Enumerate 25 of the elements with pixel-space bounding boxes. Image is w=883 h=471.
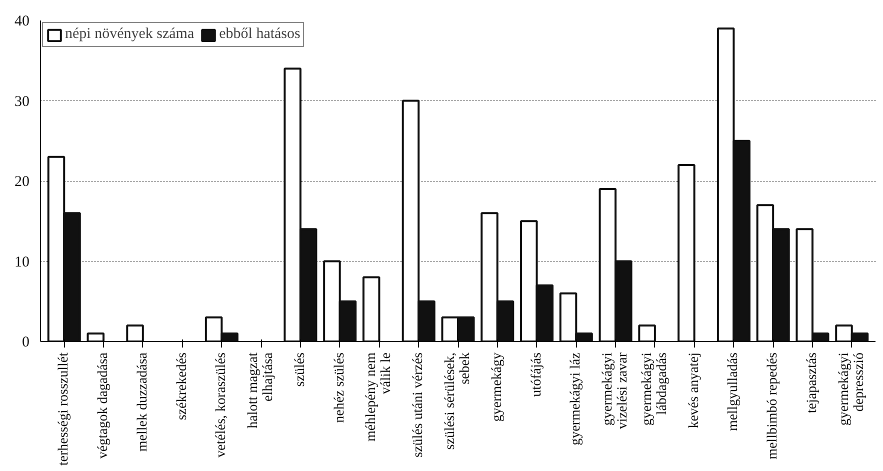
x-tick-label: utófájás	[529, 352, 544, 397]
y-tick-label: 0	[22, 334, 30, 350]
x-tick-label: tejapasztás	[804, 352, 820, 414]
legend-label: ebből hatásos	[219, 26, 300, 43]
x-tick-label: terhességi rosszullét	[56, 352, 72, 466]
x-tick-label: kevés anyatej	[686, 352, 702, 428]
x-tick-label: mellek duzzadása	[135, 352, 150, 452]
x-tick-label: vetélés, koraszülés	[214, 352, 230, 458]
x-tick-label: gyermekágyi vizelési zavar	[600, 352, 631, 430]
x-tick-label: mellbimbó repedés	[766, 352, 781, 460]
legend-label: népi növények száma	[65, 26, 194, 43]
y-tick-label: 10	[14, 254, 30, 270]
x-tick-label: gyermekágyi láz	[568, 352, 584, 446]
x-tick-label: székrekedés	[174, 352, 190, 420]
x-tick-label: gyermekágy	[490, 352, 505, 422]
y-tick-label: 20	[14, 174, 30, 190]
x-tick-label: szülési sérülések, sebek	[443, 352, 473, 450]
x-tick-label: végtagok dagadása	[96, 352, 112, 459]
x-tick-label: szülés utáni vérzés	[411, 352, 426, 458]
x-tick-label: méhlepény nem válik le	[364, 352, 394, 442]
y-tick-label: 30	[14, 94, 30, 110]
x-tick-label: szülés	[292, 352, 308, 387]
x-tick-label: mellgyulladás	[726, 352, 742, 432]
y-tick-label: 40	[14, 14, 30, 30]
x-tick-label: nehéz szülés	[332, 352, 348, 423]
